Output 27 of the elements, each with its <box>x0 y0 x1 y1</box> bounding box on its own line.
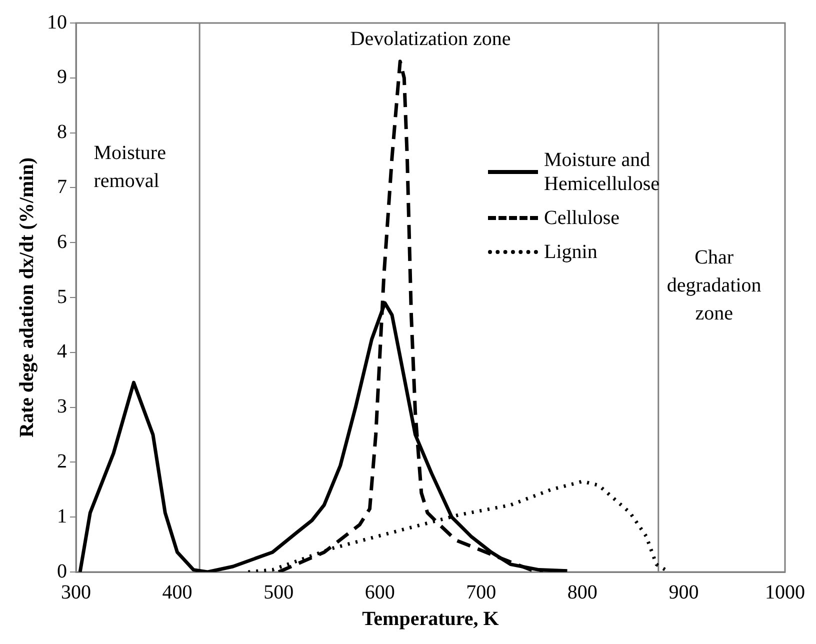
x-tick-label: 400 <box>162 581 192 604</box>
annotation: Char degradation zone <box>666 246 762 324</box>
x-tick-label: 300 <box>61 581 91 604</box>
annotation: Devolatization zone <box>350 28 511 50</box>
y-tick-label: 3 <box>57 396 67 418</box>
y-axis-title: Rate dege adation dx/dt (%/min) <box>16 158 38 438</box>
x-tick-label: 600 <box>364 581 395 604</box>
y-tick-label: 8 <box>57 121 67 144</box>
y-tick-label: 4 <box>57 340 67 363</box>
legend-label: Lignin <box>544 240 598 264</box>
y-tick-label: 1 <box>57 505 67 528</box>
y-tick-label: 7 <box>57 176 67 198</box>
x-tick-label: 500 <box>264 581 294 604</box>
annotation: Moisture removal <box>94 142 166 192</box>
y-tick-label: 2 <box>57 450 67 472</box>
x-tick-label: 800 <box>567 581 598 604</box>
y-tick-label: 9 <box>57 66 67 88</box>
y-tick-label: 10 <box>47 11 67 34</box>
legend-label: Moisture and Hemicellulose <box>544 148 661 196</box>
x-tick-label: 1000 <box>765 581 805 604</box>
legend-label: Cellulose <box>544 206 620 230</box>
x-axis-title: Temperature, K <box>362 608 500 630</box>
y-tick-label: 6 <box>57 230 67 253</box>
y-tick-label: 5 <box>57 286 67 308</box>
x-tick-label: 900 <box>668 581 699 604</box>
y-tick-label: 0 <box>57 560 67 582</box>
x-tick-label: 700 <box>466 581 496 604</box>
